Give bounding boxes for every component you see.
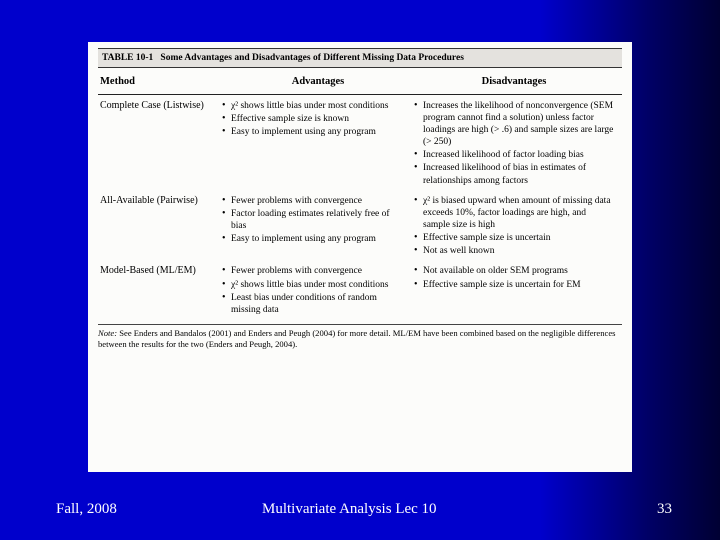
table-image: TABLE 10-1 Some Advantages and Disadvant… — [88, 42, 632, 472]
list-item: Not as well known — [414, 245, 614, 257]
cell-disadvantages: Not available on older SEM programs Effe… — [414, 265, 614, 317]
cell-advantages: χ² shows little bias under most conditio… — [222, 100, 414, 188]
cell-method: All-Available (Pairwise) — [98, 195, 222, 259]
cell-method: Model-Based (ML/EM) — [98, 265, 222, 317]
col-header-disadvantages: Disadvantages — [414, 75, 614, 88]
list-item: Effective sample size is uncertain — [414, 232, 614, 244]
table-row: All-Available (Pairwise) Fewer problems … — [98, 195, 622, 259]
table-body: Complete Case (Listwise) χ² shows little… — [98, 95, 622, 318]
col-header-method: Method — [98, 75, 222, 88]
caption-title: Some Advantages and Disadvantages of Dif… — [160, 53, 463, 63]
list-item: Increased likelihood of factor loading b… — [414, 149, 614, 161]
list-item: Effective sample size is known — [222, 113, 406, 125]
list-item: Not available on older SEM programs — [414, 265, 614, 277]
col-header-advantages: Advantages — [222, 75, 414, 88]
list-item: Fewer problems with convergence — [222, 195, 406, 207]
table-row: Model-Based (ML/EM) Fewer problems with … — [98, 265, 622, 317]
table-caption: TABLE 10-1 Some Advantages and Disadvant… — [98, 48, 622, 68]
list-item: Fewer problems with convergence — [222, 265, 406, 277]
note-text: See Enders and Bandalos (2001) and Ender… — [98, 328, 615, 349]
list-item: Increased likelihood of bias in estimate… — [414, 162, 614, 186]
list-item: Factor loading estimates relatively free… — [222, 208, 406, 232]
list-item: Easy to implement using any program — [222, 233, 406, 245]
list-item: χ² shows little bias under most conditio… — [222, 279, 406, 291]
list-item: Easy to implement using any program — [222, 126, 406, 138]
footer-right: 33 — [657, 501, 672, 518]
cell-advantages: Fewer problems with convergence χ² shows… — [222, 265, 414, 317]
cell-advantages: Fewer problems with convergence Factor l… — [222, 195, 414, 259]
list-item: Least bias under conditions of random mi… — [222, 292, 406, 316]
table-note: Note: See Enders and Bandalos (2001) and… — [98, 324, 622, 350]
cell-disadvantages: χ² is biased upward when amount of missi… — [414, 195, 614, 259]
cell-method: Complete Case (Listwise) — [98, 100, 222, 188]
list-item: Increases the likelihood of nonconvergen… — [414, 100, 614, 149]
footer-center: Multivariate Analysis Lec 10 — [262, 501, 437, 518]
cell-disadvantages: Increases the likelihood of nonconvergen… — [414, 100, 614, 188]
list-item: χ² is biased upward when amount of missi… — [414, 195, 614, 231]
table-header-row: Method Advantages Disadvantages — [98, 69, 622, 94]
list-item: Effective sample size is uncertain for E… — [414, 279, 614, 291]
note-label: Note: — [98, 328, 117, 338]
caption-number: TABLE 10-1 — [102, 53, 153, 63]
footer-left: Fall, 2008 — [56, 501, 117, 518]
list-item: χ² shows little bias under most conditio… — [222, 100, 406, 112]
table-row: Complete Case (Listwise) χ² shows little… — [98, 100, 622, 188]
